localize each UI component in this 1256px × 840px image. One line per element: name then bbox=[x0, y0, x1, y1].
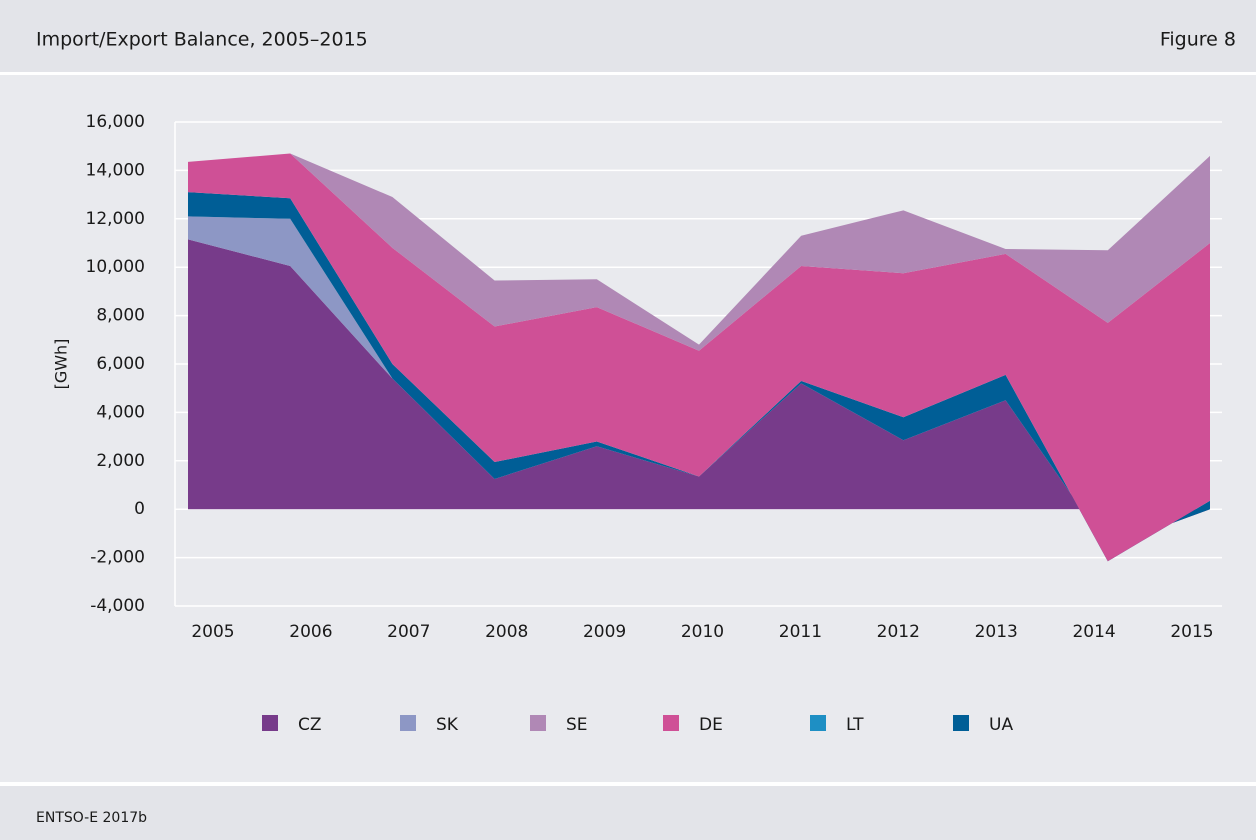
legend-label: SK bbox=[436, 715, 459, 735]
figure-label: Figure 8 bbox=[1160, 29, 1236, 51]
source: ENTSO-E 2017b bbox=[36, 810, 147, 826]
legend-label: DE bbox=[699, 715, 723, 735]
x-tick-label: 2012 bbox=[877, 622, 920, 642]
legend-swatch bbox=[530, 715, 546, 731]
chart-title: Import/Export Balance, 2005–2015 bbox=[36, 29, 368, 51]
area bbox=[188, 216, 1210, 547]
y-tick-label: 2,000 bbox=[96, 451, 145, 471]
legend-label: LT bbox=[846, 715, 864, 735]
footer-band bbox=[0, 786, 1256, 840]
x-tick-label: 2006 bbox=[289, 622, 332, 642]
legend-swatch bbox=[810, 715, 826, 731]
x-tick-label: 2015 bbox=[1170, 622, 1213, 642]
header-band bbox=[0, 0, 1256, 72]
y-tick-label: 10,000 bbox=[86, 257, 145, 277]
y-tick-label: 12,000 bbox=[86, 209, 145, 229]
x-tick-label: 2014 bbox=[1072, 622, 1115, 642]
area bbox=[188, 153, 1210, 562]
y-tick-label: 6,000 bbox=[96, 354, 145, 374]
y-tick-label: 4,000 bbox=[96, 402, 145, 422]
y-tick-label: 0 bbox=[134, 499, 145, 519]
y-tick-label: 14,000 bbox=[86, 160, 145, 180]
y-tick-label: -2,000 bbox=[90, 548, 145, 568]
y-tick-label: -4,000 bbox=[90, 596, 145, 616]
legend-swatch bbox=[262, 715, 278, 731]
x-tick-label: 2007 bbox=[387, 622, 430, 642]
area bbox=[188, 153, 1210, 351]
x-tick-label: 2009 bbox=[583, 622, 626, 642]
legend-label: UA bbox=[989, 715, 1013, 735]
legend-swatch bbox=[663, 715, 679, 731]
y-axis-label: [GWh] bbox=[52, 339, 71, 390]
x-tick-label: 2005 bbox=[191, 622, 234, 642]
x-tick-label: 2013 bbox=[975, 622, 1018, 642]
x-tick-label: 2008 bbox=[485, 622, 528, 642]
legend-label: SE bbox=[566, 715, 588, 735]
area bbox=[188, 239, 1210, 547]
legend-swatch bbox=[953, 715, 969, 731]
x-tick-label: 2011 bbox=[779, 622, 822, 642]
legend-label: CZ bbox=[298, 715, 322, 735]
y-tick-label: 8,000 bbox=[96, 306, 145, 326]
y-tick-label: 16,000 bbox=[86, 112, 145, 132]
area bbox=[188, 192, 1210, 562]
x-tick-label: 2010 bbox=[681, 622, 724, 642]
legend-swatch bbox=[400, 715, 416, 731]
